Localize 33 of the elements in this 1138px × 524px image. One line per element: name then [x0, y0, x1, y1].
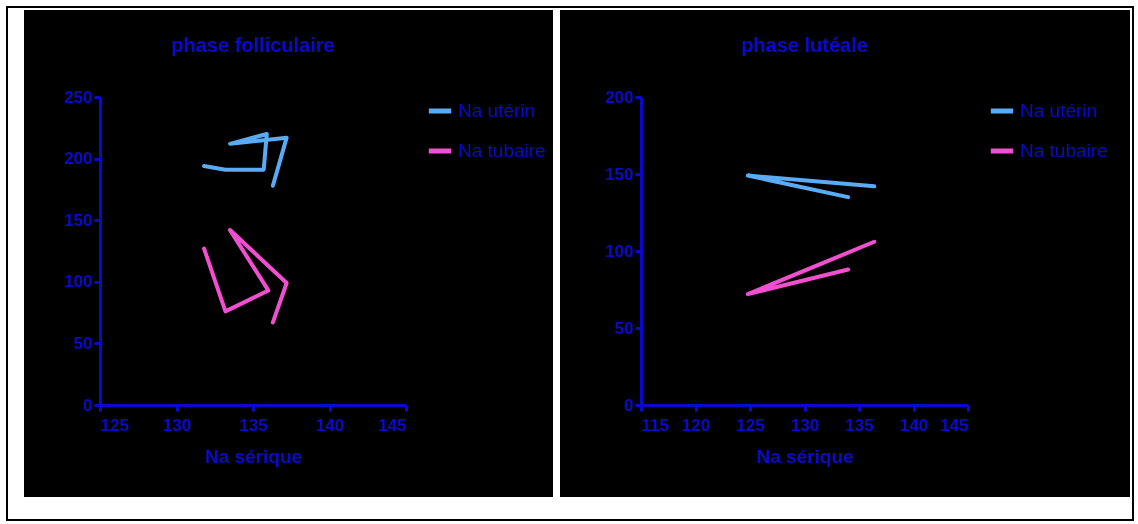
y-tick-label: 200 [64, 149, 93, 169]
chart-title: phase lutéale [741, 34, 868, 56]
y-tick-label: 50 [614, 318, 634, 338]
y-tick-label: 150 [64, 210, 93, 230]
x-axis-title: Na sérique [756, 445, 854, 467]
chart-title: phase folliculaire [171, 34, 335, 56]
y-tick-label: 150 [605, 164, 634, 184]
y-tick-label: 250 [64, 87, 93, 107]
y-tick-label: 200 [605, 87, 634, 107]
x-tick-label: 120 [681, 415, 711, 435]
legend-label: Na utérin [458, 100, 536, 121]
x-tick-label: 135 [239, 415, 268, 435]
legend-label: Na tubaire [1020, 140, 1108, 161]
x-tick-label: 145 [940, 415, 969, 435]
y-tick-label: 0 [83, 395, 93, 415]
x-tick-label: 135 [845, 415, 874, 435]
x-tick-label: 130 [790, 415, 820, 435]
x-tick-label: 125 [736, 415, 765, 435]
x-tick-label: 130 [162, 415, 192, 435]
x-tick-label: 145 [378, 415, 407, 435]
y-tick-label: 100 [605, 241, 634, 261]
x-tick-label: 140 [315, 415, 345, 435]
legend-label: Na tubaire [458, 140, 546, 161]
y-tick-label: 0 [624, 395, 634, 415]
x-tick-label: 140 [899, 415, 929, 435]
x-tick-label: 125 [100, 415, 129, 435]
y-tick-label: 50 [73, 333, 93, 353]
x-axis-title: Na sérique [204, 445, 303, 467]
line-series [202, 131, 289, 188]
legend-label: Na utérin [1020, 100, 1098, 121]
line-series [202, 228, 289, 325]
y-tick-label: 100 [64, 272, 93, 292]
x-tick-label: 115 [641, 415, 669, 435]
